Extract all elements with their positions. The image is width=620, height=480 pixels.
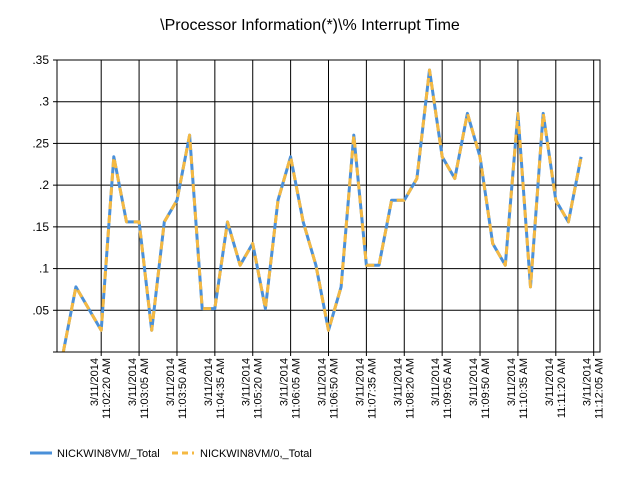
y-tick-label: .1 — [39, 262, 49, 276]
x-tick-label-date: 3/11/2014 — [317, 358, 329, 406]
plot-area-frame — [56, 59, 601, 353]
x-tick-label-time: 11:11:20 AM — [556, 358, 568, 418]
chart-grid — [57, 59, 600, 352]
x-tick-label-time: 11:04:35 AM — [215, 358, 227, 419]
x-tick-label-time: 11:08:20 AM — [404, 358, 416, 419]
x-tick-label-time: 11:05:20 AM — [253, 358, 265, 419]
series-line-1 — [61, 68, 583, 353]
x-tick-label-time: 11:02:20 AM — [101, 358, 113, 419]
x-tick-label-time: 11:03:50 AM — [177, 358, 189, 419]
x-tick-label-date: 3/11/2014 — [430, 358, 442, 406]
x-tick-label: 3/11/2014 11:09:50 AM — [468, 358, 492, 419]
x-tick-label-date: 3/11/2014 — [279, 358, 291, 406]
x-tick-label-time: 11:12:05 AM — [594, 358, 606, 419]
x-tick-label-date: 3/11/2014 — [392, 358, 404, 406]
x-tick-label-time: 11:06:05 AM — [291, 358, 303, 419]
x-tick-label-date: 3/11/2014 — [506, 358, 518, 406]
legend-label-series-2: NICKWIN8VM/0,_Total — [200, 448, 312, 460]
y-tick-label: .05 — [32, 303, 49, 317]
legend-label-series-1: NICKWIN8VM/_Total — [57, 448, 160, 460]
y-tick-label: .35 — [32, 53, 49, 67]
x-tick-label-time: 11:07:35 AM — [366, 358, 378, 419]
x-tick-label-time: 11:09:50 AM — [480, 358, 492, 419]
x-tick-label: 3/11/2014 11:06:50 AM — [317, 358, 341, 419]
y-tick-label: .15 — [32, 220, 49, 234]
x-tick-label: 3/11/2014 11:10:35 AM — [506, 358, 530, 419]
x-tick-label-date: 3/11/2014 — [203, 358, 215, 406]
x-tick-label-time: 11:09:05 AM — [442, 358, 454, 419]
x-tick-label-date: 3/11/2014 — [127, 358, 139, 406]
x-tick-label: 3/11/2014 11:03:50 AM — [165, 358, 189, 419]
x-tick-label: 3/11/2014 11:05:20 AM — [241, 358, 265, 419]
x-tick-label-date: 3/11/2014 — [354, 358, 366, 406]
legend: NICKWIN8VM/_Total NICKWIN8VM/0,_Total — [30, 448, 312, 460]
series-lines — [61, 68, 583, 353]
x-tick-label-date: 3/11/2014 — [89, 358, 101, 406]
x-tick-label-date: 3/11/2014 — [241, 358, 253, 406]
x-tick-label-date: 3/11/2014 — [582, 358, 594, 406]
x-tick-label-time: 11:03:05 AM — [139, 358, 151, 419]
y-axis-ticks: .05 .1 .15 .2 .25 .3 .35 — [32, 53, 57, 353]
x-axis-ticks: 3/11/2014 11:02:20 AM 3/11/2014 11:03:05 AM… — [89, 352, 606, 419]
x-tick-label: 3/11/2014 11:11:20 AM — [544, 358, 568, 418]
x-tick-label: 3/11/2014 11:07:35 AM — [354, 358, 378, 419]
x-tick-label-date: 3/11/2014 — [165, 358, 177, 406]
x-tick-label: 3/11/2014 11:03:05 AM — [127, 358, 151, 419]
x-tick-label-time: 11:06:50 AM — [329, 358, 341, 419]
y-tick-label: .3 — [39, 95, 49, 109]
x-tick-label: 3/11/2014 11:09:05 AM — [430, 358, 454, 419]
x-tick-label-date: 3/11/2014 — [468, 358, 480, 406]
y-tick-label: .25 — [32, 136, 49, 150]
x-tick-label: 3/11/2014 11:04:35 AM — [203, 358, 227, 419]
x-tick-label: 3/11/2014 11:02:20 AM — [89, 358, 113, 419]
x-tick-label: 3/11/2014 11:08:20 AM — [392, 358, 416, 419]
x-tick-label: 3/11/2014 11:12:05 AM — [582, 358, 606, 419]
y-tick-label: .2 — [39, 178, 49, 192]
x-tick-label-time: 11:10:35 AM — [518, 358, 530, 419]
x-tick-label-date: 3/11/2014 — [544, 358, 556, 406]
chart-title: \Processor Information(*)\% Interrupt Ti… — [160, 17, 460, 34]
x-tick-label: 3/11/2014 11:06:05 AM — [279, 358, 303, 419]
series-line-2 — [61, 68, 583, 353]
